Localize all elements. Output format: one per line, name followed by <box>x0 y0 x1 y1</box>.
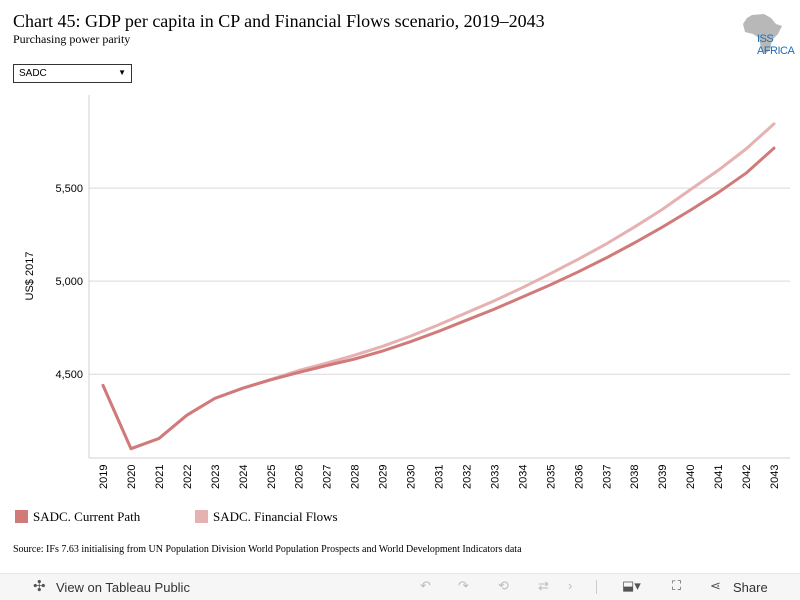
x-tick-label: 2026 <box>294 465 306 489</box>
x-tick-label: 2023 <box>210 465 222 489</box>
legend-label-current-path: SADC. Current Path <box>33 509 141 524</box>
x-tick-label: 2039 <box>657 465 669 489</box>
region-filter-value: SADC <box>19 68 47 79</box>
x-tick-label: 2024 <box>238 465 250 489</box>
fullscreen-icon[interactable]: ⛶ <box>672 578 682 593</box>
x-tick-label: 2035 <box>545 465 557 489</box>
download-icon[interactable]: ⬓▾ <box>622 578 641 593</box>
legend-label-financial-flows: SADC. Financial Flows <box>213 509 338 524</box>
redo-icon[interactable]: ↷ <box>458 578 469 593</box>
legend-swatch-current-path <box>15 510 28 523</box>
series-line-financial-flows[interactable] <box>101 122 776 451</box>
africa-map-icon <box>743 14 782 54</box>
chart-title: Chart 45: GDP per capita in CP and Finan… <box>13 11 545 31</box>
tableau-toolbar: ✣ View on Tableau Public ↶ ↷ ⟲ ⇄ › ⬓▾ ⛶ … <box>0 573 800 600</box>
region-filter-dropdown[interactable]: SADC ▼ <box>13 64 132 83</box>
x-tick-labels: 2019 2020 2021 2022 2023 2024 2025 2026 2027 2028… <box>98 465 781 489</box>
share-button[interactable]: Share <box>733 580 768 595</box>
revert-icon[interactable]: ⟲ <box>498 578 509 593</box>
x-tick-label: 2043 <box>769 465 781 489</box>
y-tick-label: 4,500 <box>55 369 83 381</box>
grid-lines <box>89 187 790 375</box>
tableau-logo-icon: ✣ <box>33 578 46 595</box>
x-tick-label: 2030 <box>406 465 418 489</box>
pause-icon[interactable]: › <box>568 578 573 593</box>
y-tick-label: 5,000 <box>55 276 83 288</box>
legend-swatch-financial-flows <box>195 510 208 523</box>
x-tick-label: 2032 <box>461 465 473 489</box>
series-lines <box>101 122 776 451</box>
x-tick-label: 2036 <box>573 465 585 489</box>
x-tick-label: 2033 <box>489 465 501 489</box>
y-tick-label: 5,500 <box>55 183 83 195</box>
line-chart: 4,500 5,000 5,500 2019 2020 2021 2022 2023 2024… <box>24 95 790 489</box>
source-note: Source: IFs 7.63 initialising from UN Po… <box>13 544 522 555</box>
x-tick-label: 2029 <box>378 465 390 489</box>
x-tick-label: 2019 <box>98 465 110 489</box>
iss-africa-logo <box>738 12 790 56</box>
x-tick-label: 2021 <box>154 465 166 489</box>
x-tick-label: 2037 <box>601 465 613 489</box>
x-tick-label: 2040 <box>685 465 697 489</box>
share-icon[interactable]: ⋖ <box>710 578 721 593</box>
x-tick-label: 2042 <box>741 465 753 489</box>
y-axis-label: US$ 2017 <box>24 252 36 301</box>
view-on-tableau-link[interactable]: View on Tableau Public <box>56 580 190 595</box>
x-tick-label: 2041 <box>713 465 725 489</box>
refresh-icon[interactable]: ⇄ <box>538 578 549 593</box>
x-tick-label: 2020 <box>126 465 138 489</box>
x-tick-label: 2034 <box>517 465 529 489</box>
x-tick-label: 2031 <box>434 465 446 489</box>
x-tick-label: 2025 <box>266 465 278 489</box>
x-tick-label: 2027 <box>322 465 334 489</box>
logo-text: ISS AFRICA <box>757 33 795 57</box>
toolbar-divider <box>596 580 597 594</box>
x-tick-label: 2028 <box>350 465 362 489</box>
series-line-current-path[interactable] <box>101 146 776 451</box>
y-tick-labels: 4,500 5,000 5,500 <box>55 183 83 381</box>
x-tick-label: 2038 <box>629 465 641 489</box>
chevron-down-icon: ▼ <box>118 68 126 77</box>
chart-subtitle: Purchasing power parity <box>13 32 131 46</box>
x-tick-label: 2022 <box>182 465 194 489</box>
undo-icon[interactable]: ↶ <box>420 578 431 593</box>
